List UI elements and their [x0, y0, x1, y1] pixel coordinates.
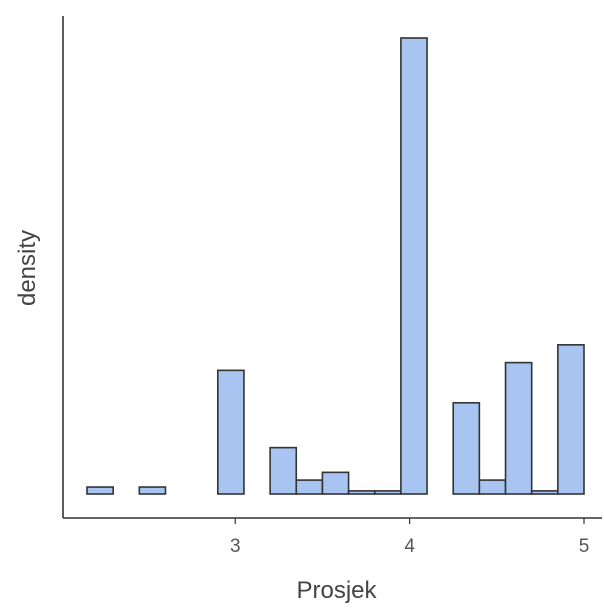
histogram-bar: [478, 479, 507, 495]
x-axis-title: Prosjek: [296, 577, 377, 604]
histogram-bar: [530, 490, 559, 495]
x-tick-label: 5: [579, 536, 590, 557]
histogram-bar: [269, 446, 298, 495]
histogram-bar: [216, 369, 245, 495]
y-axis-title: density: [14, 230, 41, 306]
histogram-bar: [295, 479, 324, 495]
histogram-bar: [452, 401, 481, 495]
histogram-bar: [400, 37, 428, 495]
histogram-bar: [347, 490, 376, 495]
bars-layer: [86, 37, 585, 495]
x-ticks: 3 4 5: [230, 518, 589, 557]
histogram-bar: [138, 486, 167, 495]
histogram-bar: [86, 486, 114, 495]
histogram-bar: [504, 361, 533, 495]
histogram-bar: [321, 471, 350, 495]
x-tick-label: 3: [230, 536, 241, 557]
x-tick-label: 4: [404, 536, 415, 557]
histogram-bar: [557, 344, 585, 495]
histogram-bar: [373, 490, 402, 495]
